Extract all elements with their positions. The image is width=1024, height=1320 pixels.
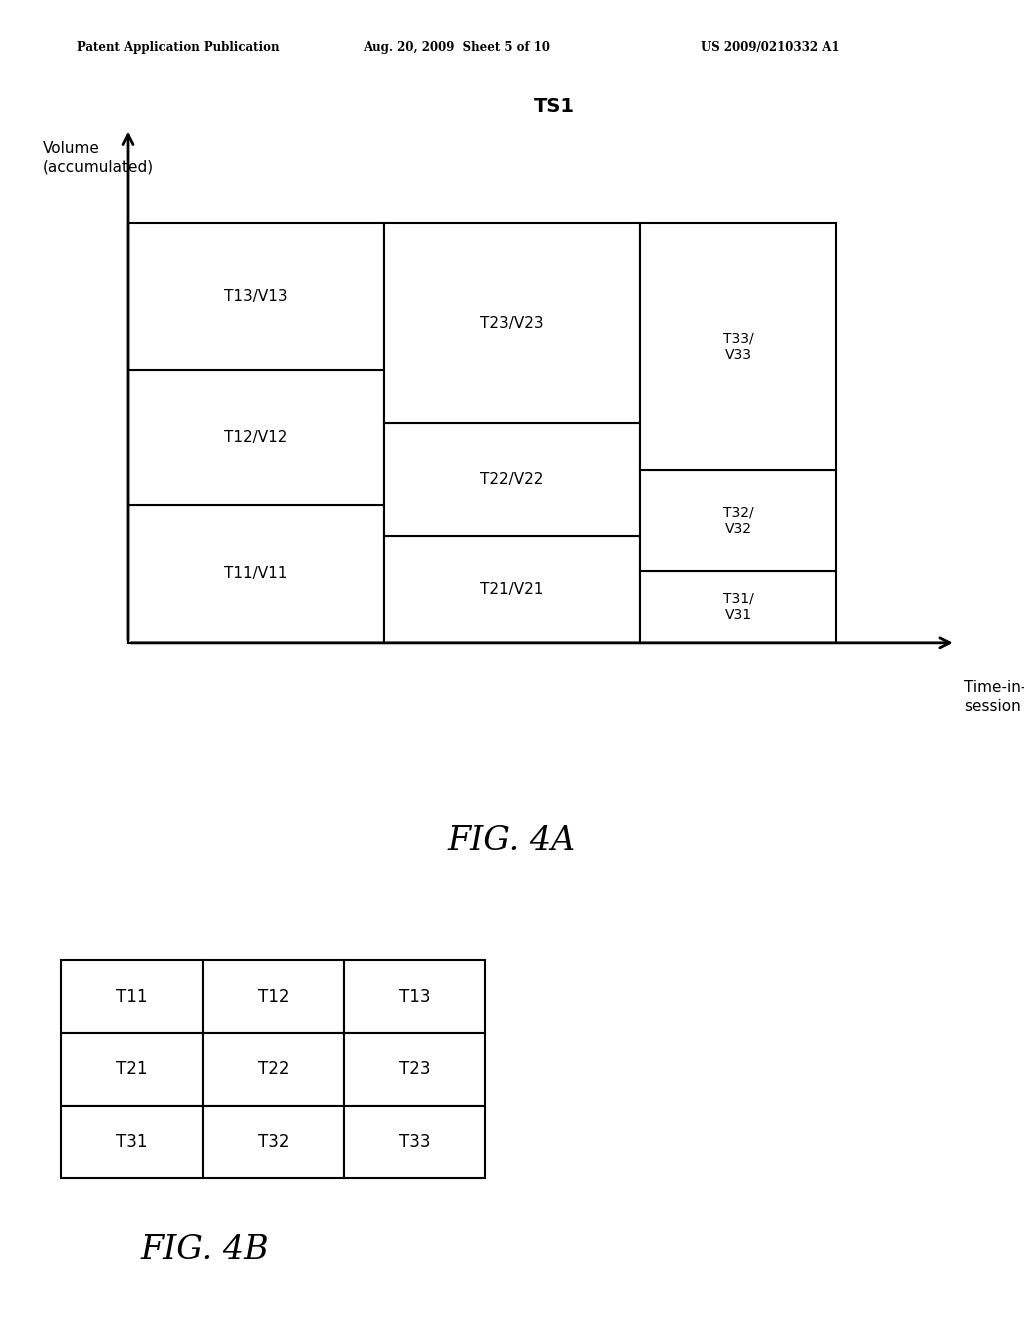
Text: T32: T32	[258, 1133, 289, 1151]
Text: T31/
V31: T31/ V31	[723, 591, 754, 622]
Text: T11: T11	[117, 987, 147, 1006]
Text: T11/V11: T11/V11	[224, 566, 288, 581]
Text: T23: T23	[399, 1060, 430, 1078]
Bar	[61, 1106, 203, 1177]
Bar	[128, 506, 384, 643]
Bar	[640, 570, 837, 643]
Text: T23/V23: T23/V23	[480, 315, 544, 330]
Text: TS1: TS1	[535, 98, 575, 116]
Text: FIG. 4A: FIG. 4A	[447, 825, 577, 857]
Text: T12/V12: T12/V12	[224, 430, 288, 445]
Text: T22/V22: T22/V22	[480, 473, 544, 487]
Bar	[344, 961, 485, 1032]
Bar	[61, 1032, 203, 1106]
Bar	[344, 1106, 485, 1177]
Text: T13: T13	[399, 987, 430, 1006]
Bar	[203, 1032, 344, 1106]
Text: T12: T12	[258, 987, 289, 1006]
Bar	[203, 961, 344, 1032]
Bar	[203, 1106, 344, 1177]
Bar	[384, 536, 640, 643]
Text: T13/V13: T13/V13	[224, 289, 288, 304]
Text: T31: T31	[117, 1133, 147, 1151]
Text: T22: T22	[258, 1060, 289, 1078]
Text: T21: T21	[117, 1060, 147, 1078]
Bar	[384, 223, 640, 424]
Text: Patent Application Publication: Patent Application Publication	[77, 41, 280, 54]
Bar	[640, 223, 837, 470]
Text: Time-in-
session: Time-in- session	[965, 681, 1024, 714]
Text: T33: T33	[399, 1133, 430, 1151]
Text: Volume
(accumulated): Volume (accumulated)	[43, 141, 154, 174]
Bar	[128, 223, 384, 370]
Bar	[384, 424, 640, 536]
Bar	[128, 370, 384, 504]
Bar	[640, 470, 837, 570]
Text: FIG. 4B: FIG. 4B	[140, 1234, 269, 1266]
Text: US 2009/0210332 A1: US 2009/0210332 A1	[701, 41, 840, 54]
Bar	[344, 1032, 485, 1106]
Text: T32/
V32: T32/ V32	[723, 506, 754, 536]
Text: Aug. 20, 2009  Sheet 5 of 10: Aug. 20, 2009 Sheet 5 of 10	[364, 41, 551, 54]
Bar	[61, 961, 203, 1032]
Text: T21/V21: T21/V21	[480, 582, 544, 597]
Text: T33/
V33: T33/ V33	[723, 331, 754, 362]
